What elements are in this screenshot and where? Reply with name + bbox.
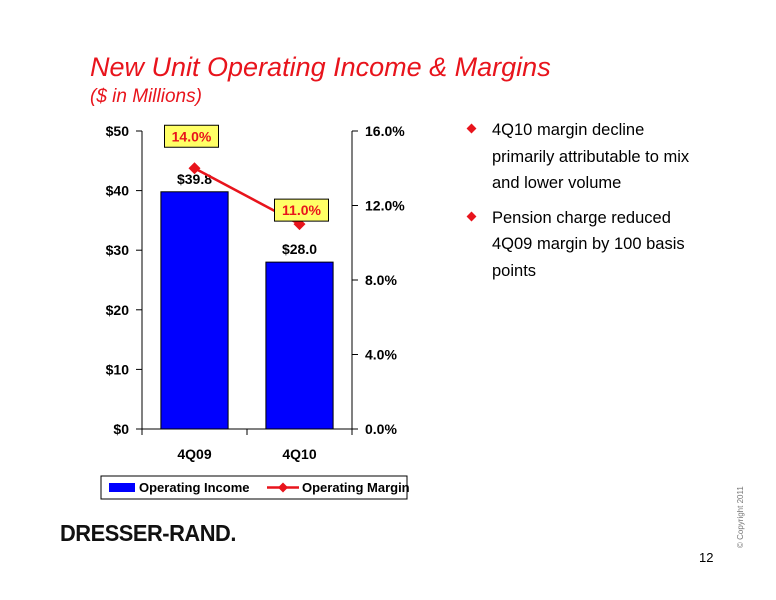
left-axis-tick-label: $50 [106, 123, 130, 139]
margin-label-box [164, 124, 219, 148]
left-axis-tick-label: $0 [113, 421, 129, 437]
chart-legend [100, 475, 408, 500]
legend-label-operating-margin: Operating Margin [302, 480, 410, 495]
slide-subtitle: ($ in Millions) [90, 86, 202, 107]
left-axis-tick-label: $20 [106, 302, 130, 318]
copyright-notice: © Copyright 2011 [736, 486, 745, 548]
margin-data-label: 11.0% [282, 202, 321, 218]
bar-operating-income [160, 191, 229, 430]
bullet-item: Pension charge reduced 4Q09 margin by 10… [466, 205, 706, 285]
line-point-marker [188, 162, 201, 175]
bullet-text: 4Q10 margin decline primarily attributab… [492, 121, 690, 192]
left-axis-tick-label: $40 [106, 183, 130, 199]
bar-data-label: $28.0 [282, 241, 317, 257]
bullet-list: 4Q10 margin decline primarily attributab… [466, 117, 706, 292]
margin-label-box [274, 198, 329, 222]
bullet-item: 4Q10 margin decline primarily attributab… [466, 117, 706, 197]
diamond-bullet-icon [466, 211, 477, 221]
right-axis-tick-label: 4.0% [365, 347, 397, 363]
margin-data-label: 14.0% [172, 128, 212, 144]
right-axis-tick-label: 12.0% [365, 198, 405, 214]
legend-label-operating-income: Operating Income [139, 480, 250, 495]
page-number: 12 [699, 550, 714, 565]
slide-title: New Unit Operating Income & Margins [90, 52, 551, 82]
left-axis-tick-label: $30 [106, 242, 130, 258]
right-axis-tick-label: 8.0% [365, 272, 397, 288]
diamond-bullet-icon [466, 123, 477, 134]
x-axis-tick-label: 4Q10 [282, 446, 316, 462]
bar-operating-income [265, 261, 334, 430]
left-axis-tick-label: $10 [106, 361, 130, 377]
company-logo: DRESSER-RAND. [60, 520, 236, 546]
bullet-text: Pension charge reduced 4Q09 margin by 10… [492, 208, 685, 280]
legend-swatch-operating-income [109, 483, 135, 492]
legend-marker-operating-margin [278, 482, 288, 493]
right-axis-tick-label: 16.0% [365, 123, 405, 139]
x-axis-tick-label: 4Q09 [177, 446, 211, 462]
bar-data-label: $39.8 [177, 171, 212, 187]
right-axis-tick-label: 0.0% [365, 421, 397, 437]
